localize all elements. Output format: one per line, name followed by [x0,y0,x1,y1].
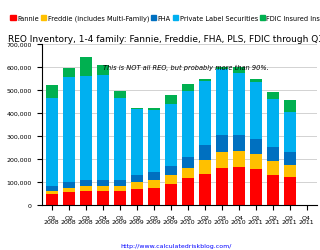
Bar [284,152,296,165]
Title: REO Inventory, 1-4 family: Fannie, Freddie, FHA, PLS, FDIC through Q3 2011: REO Inventory, 1-4 family: Fannie, Fredd… [8,35,320,44]
Bar [46,191,58,195]
Y-axis label: End of Quarter REO Inventory: End of Quarter REO Inventory [0,68,1,182]
Bar [63,68,75,78]
Bar [182,92,194,157]
Bar [148,180,160,188]
Bar [216,135,228,152]
Bar [148,109,160,110]
Bar [97,191,109,205]
Bar [114,92,126,99]
Bar [97,66,109,76]
Bar [199,146,211,160]
Bar [233,151,244,167]
Bar [284,165,296,177]
Bar [165,166,177,176]
Bar [46,99,58,187]
Bar [216,152,228,168]
Bar [216,70,228,135]
Text: This is NOT all REO, but probably more than 90%.: This is NOT all REO, but probably more t… [103,65,268,71]
Bar [131,182,143,189]
Bar [97,76,109,180]
Bar [267,100,279,148]
Bar [131,108,143,110]
Bar [199,80,211,82]
Bar [114,180,126,186]
Bar [80,191,92,205]
Bar [182,84,194,92]
Bar [114,186,126,191]
Bar [250,140,261,155]
Bar [233,135,244,151]
Bar [267,148,279,162]
Bar [233,167,244,205]
Bar [284,101,296,112]
Bar [97,186,109,191]
Bar [46,187,58,191]
Bar [80,58,92,77]
Bar [267,162,279,175]
Bar [284,178,296,205]
Bar [63,188,75,192]
Bar [284,112,296,152]
Bar [148,110,160,172]
Bar [63,78,75,182]
Bar [114,99,126,180]
Bar [165,95,177,105]
Bar [131,189,143,205]
Bar [114,191,126,205]
Bar [267,93,279,100]
Bar [250,155,261,170]
Bar [80,186,92,191]
Bar [148,172,160,180]
Bar [199,174,211,205]
Bar [165,184,177,205]
Bar [216,168,228,205]
Bar [182,157,194,168]
Bar [182,179,194,205]
Bar [165,105,177,166]
Bar [182,168,194,179]
Bar [131,175,143,182]
Bar [63,192,75,205]
Bar [80,77,92,180]
Text: http://www.calculatedriskblog.com/: http://www.calculatedriskblog.com/ [120,244,232,248]
Legend: Fannie, Freddie (includes Multi-Family), FHA, Private Label Securities, FDIC Ins: Fannie, Freddie (includes Multi-Family),… [8,13,320,25]
Bar [80,180,92,186]
Bar [63,182,75,188]
Bar [250,83,261,140]
Bar [199,82,211,146]
Bar [216,68,228,70]
Bar [267,175,279,205]
Bar [148,188,160,205]
Bar [199,160,211,174]
Bar [233,74,244,135]
Bar [165,176,177,184]
Bar [233,68,244,73]
Bar [46,86,58,99]
Bar [131,110,143,175]
Bar [97,180,109,186]
Bar [250,79,261,83]
Bar [46,195,58,205]
Bar [250,170,261,205]
